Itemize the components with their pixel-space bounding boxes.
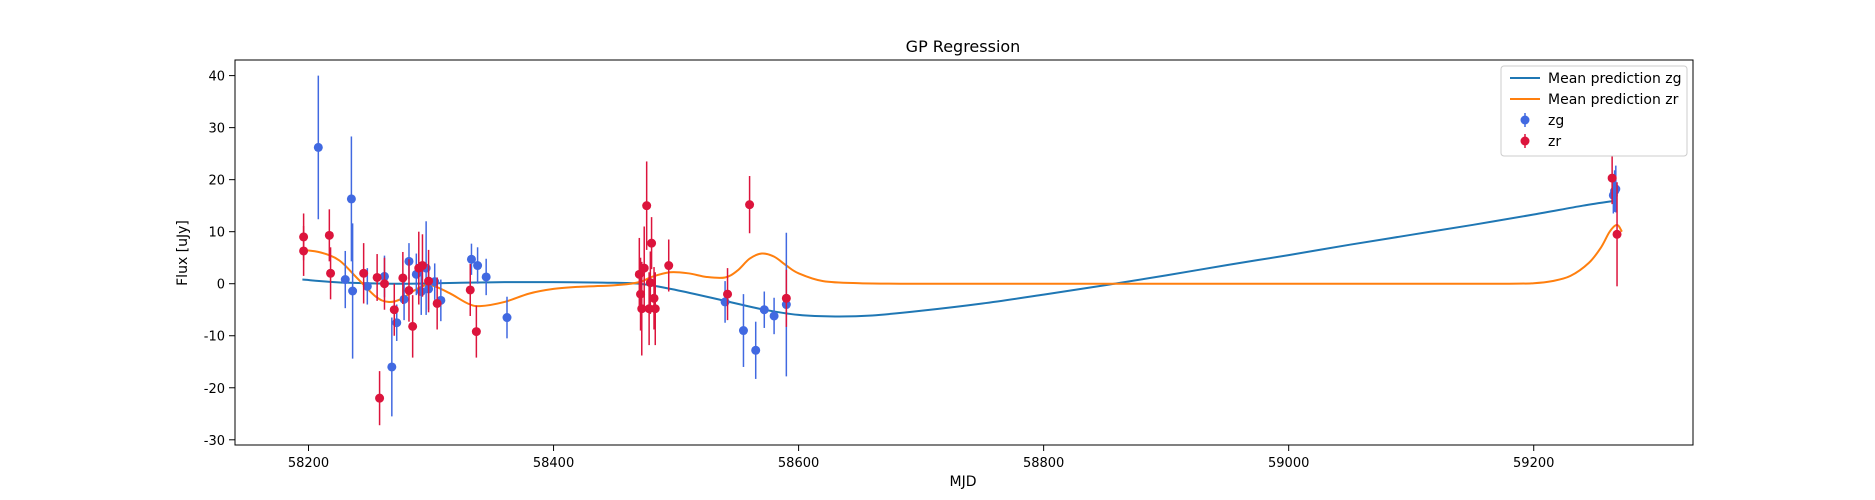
data-point-zg [466, 254, 476, 264]
y-tick-label: -20 [204, 382, 225, 397]
data-point-zr [299, 246, 309, 256]
data-point-zr [723, 289, 733, 299]
plot-area [234, 59, 1694, 446]
data-point-zr [639, 263, 649, 273]
data-point-zr [781, 293, 791, 303]
y-tick-label: 0 [217, 278, 225, 293]
data-point-zg [481, 272, 491, 282]
y-tick-label: -10 [204, 330, 225, 345]
chart-title: GP Regression [906, 37, 1021, 56]
data-point-zr [424, 276, 434, 286]
data-point-zg [362, 281, 372, 291]
y-tick-label: -30 [204, 434, 225, 449]
y-tick-label: 10 [208, 226, 225, 241]
data-point-zr [645, 278, 655, 288]
x-tick-label: 58200 [288, 456, 329, 471]
data-point-zr [745, 200, 755, 210]
data-point-zg [759, 305, 769, 315]
x-axis: 58200 58400 58600 58800 59000 59200 [288, 445, 1554, 471]
mean-line-zg [302, 199, 1618, 318]
data-point-zr [634, 269, 644, 279]
legend-label-zr-mean: Mean prediction zr [1548, 92, 1679, 108]
x-tick-label: 58800 [1023, 456, 1064, 471]
data-point-zr [379, 279, 389, 289]
data-point-zr [375, 393, 385, 403]
lines-layer [302, 199, 1623, 318]
y-tick-label: 20 [208, 174, 225, 189]
data-point-zr [432, 298, 442, 308]
x-tick-label: 59200 [1513, 456, 1554, 471]
data-point-zg [769, 311, 779, 321]
legend-marker-zg [1520, 115, 1530, 125]
data-point-zr [372, 272, 382, 282]
data-point-zr [637, 304, 647, 314]
data-point-zg [751, 345, 761, 355]
mean-line-zr [302, 223, 1623, 308]
data-point-zg [346, 194, 356, 204]
data-point-zr [1612, 229, 1622, 239]
y-axis: -30 -20 -10 0 10 20 30 40 [204, 70, 235, 449]
x-axis-label: MJD [950, 474, 977, 490]
data-point-zg [473, 261, 483, 271]
data-point-zr [398, 273, 408, 283]
data-point-zr [647, 238, 657, 248]
data-point-zr [326, 268, 336, 278]
legend-marker-zr [1520, 136, 1530, 146]
legend-box [1500, 65, 1688, 157]
data-point-zr [299, 232, 309, 242]
data-point-zg [348, 286, 358, 296]
data-point-zr [649, 293, 659, 303]
x-tick-label: 59000 [1268, 456, 1309, 471]
data-point-zg [340, 275, 350, 285]
legend-label-zr: zr [1548, 134, 1561, 150]
data-point-zr [650, 304, 660, 314]
data-point-zr [642, 201, 652, 211]
data-point-zr [417, 261, 427, 271]
plot-frame [234, 59, 1694, 446]
data-point-zr [636, 289, 646, 299]
x-tick-label: 58400 [533, 456, 574, 471]
data-point-zg [313, 142, 323, 152]
y-tick-label: 40 [208, 70, 225, 85]
y-tick-label: 30 [208, 122, 225, 137]
data-point-zr [465, 285, 475, 295]
data-point-zr [408, 321, 418, 331]
legend-label-zg: zg [1548, 113, 1564, 129]
data-point-zr [404, 285, 414, 295]
data-point-zg [1611, 184, 1621, 194]
data-point-zr [664, 261, 674, 271]
y-axis-label: Flux [uJy] [175, 220, 191, 286]
data-point-zg [399, 294, 409, 304]
data-point-zr [1607, 173, 1617, 183]
data-point-zr [324, 230, 334, 240]
data-point-zr [359, 268, 369, 278]
data-point-zr [471, 327, 481, 337]
points-layer [299, 75, 1622, 426]
data-point-zg [387, 362, 397, 372]
legend: Mean prediction zg Mean prediction zr zg… [1500, 65, 1688, 157]
data-point-zg [502, 313, 512, 323]
data-point-zg [738, 326, 748, 336]
data-point-zr [389, 305, 399, 315]
x-tick-label: 58600 [778, 456, 819, 471]
legend-label-zg-mean: Mean prediction zg [1548, 71, 1682, 87]
